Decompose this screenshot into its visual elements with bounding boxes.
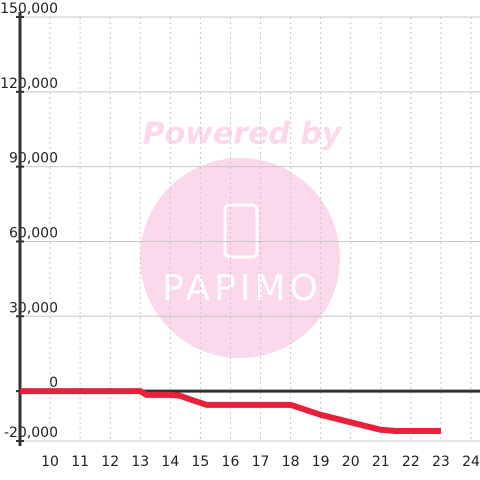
y-tick-label: 0	[49, 375, 58, 391]
x-tick-label: 22	[402, 454, 420, 470]
x-tick-label: 18	[282, 454, 300, 470]
watermark-logo: PAPIMO	[162, 268, 322, 309]
y-tick-label: -20,000	[4, 425, 58, 441]
x-tick-label: 12	[101, 454, 119, 470]
x-tick-label: 10	[41, 454, 59, 470]
x-tick-label: 15	[191, 454, 209, 470]
x-tick-label: 21	[372, 454, 390, 470]
y-tick-label: 30,000	[9, 300, 58, 316]
x-tick-label: 17	[252, 454, 270, 470]
x-tick-label: 23	[432, 454, 450, 470]
y-tick-label: 120,000	[0, 76, 58, 92]
x-tick-label: 13	[131, 454, 149, 470]
x-tick-label: 11	[71, 454, 89, 470]
x-tick-label: 20	[342, 454, 360, 470]
watermark-icon	[223, 203, 259, 259]
x-tick-label: 19	[312, 454, 330, 470]
y-tick-label: 150,000	[0, 1, 58, 17]
x-tick-label: 16	[222, 454, 240, 470]
x-tick-label: 14	[161, 454, 179, 470]
watermark: Powered by PAPIMO	[140, 117, 343, 358]
y-tick-label: 60,000	[9, 225, 58, 241]
y-tick-label: 90,000	[9, 151, 58, 167]
line-series	[20, 388, 441, 435]
watermark-text: Powered by	[143, 117, 343, 152]
x-tick-label: 24	[462, 454, 480, 470]
